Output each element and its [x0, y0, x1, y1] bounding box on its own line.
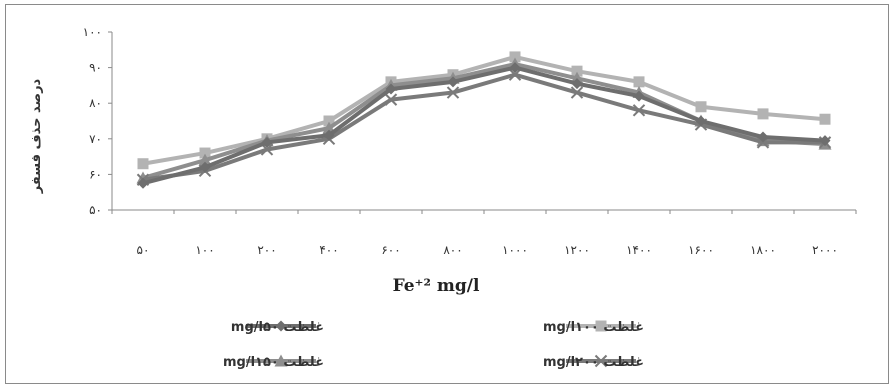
- legend-marker: [594, 354, 608, 368]
- x-tick-label: ۵۰: [137, 243, 150, 257]
- data-point: [695, 101, 707, 113]
- legend-marker: [595, 320, 607, 332]
- series-line: [142, 62, 826, 180]
- data-point: [198, 153, 212, 166]
- y-tick-label: ۹۰: [89, 61, 102, 75]
- legend-item: غلظت mg/l۵۰: [231, 320, 324, 335]
- x-tick-label: ۱۴۰۰: [626, 243, 652, 257]
- data-point: [757, 108, 769, 120]
- data-point: [323, 115, 335, 127]
- data-point: [633, 90, 645, 102]
- y-tick-label: ۸۰: [89, 96, 102, 110]
- legend-label: غلظت mg/l۱۰۰: [543, 320, 644, 335]
- y-tick-label: ۵۰: [89, 203, 102, 217]
- legend-item: غلظت mg/l۱۵۰: [223, 354, 324, 370]
- x-tick-label: ۸۰۰: [443, 243, 462, 257]
- data-point: [819, 135, 831, 147]
- series-layer: [136, 51, 832, 189]
- data-point: [384, 93, 398, 106]
- y-axis-title: درصد حذف فسفر: [29, 78, 44, 194]
- data-point: [137, 177, 149, 189]
- x-tick-label: ۱۸۰۰: [750, 243, 776, 257]
- data-point: [819, 113, 831, 125]
- x-tick-label: ۱۶۰۰: [688, 243, 714, 257]
- x-tick-label: ۶۰۰: [381, 243, 400, 257]
- data-point: [570, 86, 584, 99]
- data-point: [447, 76, 459, 88]
- legend-marker: [275, 320, 287, 332]
- legend-item: غلظت mg/l۲۰۰: [543, 354, 644, 370]
- data-point: [757, 131, 769, 143]
- y-tick-label: ۱۰۰: [83, 25, 102, 39]
- legend-marker: [274, 354, 288, 367]
- data-point: [632, 104, 646, 117]
- data-point: [509, 51, 521, 63]
- data-point: [446, 86, 460, 99]
- data-point: [261, 136, 273, 148]
- chart-frame: ۵۰ ۶۰ ۷۰ ۸۰ ۹۰ ۱۰۰ ۵۰ ۱۰۰ ۲۰۰ ۴۰۰ ۶۰۰ ۸۰۰ ۱۰۰۰ ۱۲۰۰ ۱۴…: [5, 4, 889, 384]
- series-line: [142, 54, 826, 166]
- legend-label: غلظت mg/l۲۰۰: [543, 355, 644, 370]
- x-axis-title: Fe⁺² mg/l: [393, 276, 480, 296]
- x-tick-label: ۱۰۰۰: [502, 243, 528, 257]
- legend: غلظت mg/l۵۰ غلظت mg/l۱۰۰ غلظت mg/l۱۵۰ غلظت …: [223, 320, 644, 370]
- data-point: [137, 158, 149, 170]
- data-point: [695, 115, 707, 127]
- data-point: [323, 129, 335, 141]
- data-point: [385, 83, 397, 95]
- data-point: [508, 68, 522, 81]
- data-point: [199, 161, 211, 173]
- legend-item: غلظت mg/l۱۰۰: [543, 320, 644, 335]
- x-tick-label: ۱۰۰: [195, 243, 214, 257]
- series-line: [142, 65, 826, 186]
- data-point: [571, 65, 583, 77]
- x-tick-label: ۲۰۰۰: [812, 243, 838, 257]
- legend-label: غلظت mg/l۱۵۰: [223, 355, 324, 370]
- x-tick-label: ۲۰۰: [257, 243, 276, 257]
- legend-label: غلظت mg/l۵۰: [231, 320, 324, 335]
- y-tick-label: ۶۰: [89, 167, 102, 181]
- data-point: [633, 76, 645, 88]
- data-point: [509, 62, 521, 74]
- x-tick-label: ۱۲۰۰: [564, 243, 590, 257]
- data-point: [571, 78, 583, 90]
- axes: ۵۰ ۶۰ ۷۰ ۸۰ ۹۰ ۱۰۰ ۵۰ ۱۰۰ ۲۰۰ ۴۰۰ ۶۰۰ ۸۰۰ ۱۰۰۰ ۱۲۰۰ ۱۴…: [83, 25, 857, 257]
- data-point: [199, 147, 211, 159]
- line-chart: ۵۰ ۶۰ ۷۰ ۸۰ ۹۰ ۱۰۰ ۵۰ ۱۰۰ ۲۰۰ ۴۰۰ ۶۰۰ ۸۰۰ ۱۰۰۰ ۱۲۰۰ ۱۴…: [29, 25, 857, 370]
- x-tick-label: ۴۰۰: [319, 243, 338, 257]
- y-tick-label: ۷۰: [89, 132, 102, 146]
- series-line: [142, 72, 825, 182]
